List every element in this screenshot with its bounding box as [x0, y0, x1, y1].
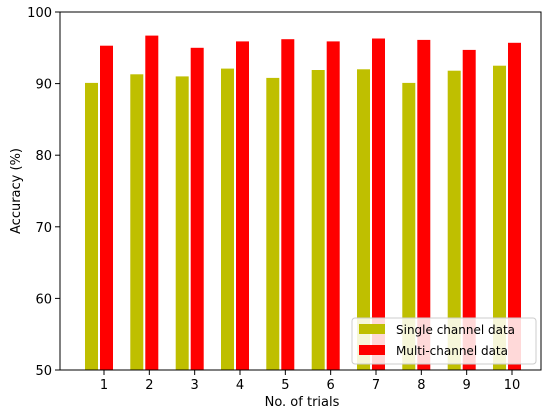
legend-box — [351, 317, 537, 365]
bar-multi-2 — [145, 35, 159, 370]
bar-single-2 — [130, 74, 144, 371]
bar-single-10 — [493, 65, 506, 370]
bar-multi-5 — [281, 39, 295, 370]
x-tick-label: 9 — [463, 378, 471, 393]
legend-label: Multi-channel data — [396, 344, 508, 358]
x-tick-label: 3 — [191, 378, 199, 393]
x-tick-label: 8 — [417, 378, 425, 393]
legend-swatch — [359, 345, 385, 355]
bar-multi-6 — [326, 41, 340, 371]
legend-label: Single channel data — [396, 323, 515, 337]
bar-single-9 — [447, 70, 461, 370]
bar-single-6 — [311, 70, 325, 370]
y-tick-label: 80 — [35, 149, 52, 164]
x-axis-label: No. of trials — [265, 395, 340, 410]
bar-single-7 — [357, 69, 370, 371]
y-axis: 50 60 70 80 90 100 — [27, 6, 60, 379]
bar-multi-1 — [100, 45, 113, 370]
y-tick-label: 70 — [35, 221, 52, 236]
legend-swatch — [359, 324, 385, 334]
bar-single-8 — [402, 82, 416, 371]
bar-multi-3 — [190, 47, 204, 371]
x-tick-label: 10 — [504, 378, 521, 393]
legend: Single channel data Multi-channel data — [351, 317, 537, 365]
bar-multi-7 — [372, 38, 385, 370]
bar-multi-9 — [462, 49, 476, 371]
x-tick-label: 4 — [236, 378, 244, 393]
x-axis: 1 2 3 4 5 6 7 8 9 10 — [100, 370, 520, 393]
bar-multi-8 — [417, 39, 431, 371]
bars-group — [85, 35, 521, 371]
bar-multi-4 — [236, 41, 249, 371]
y-tick-label: 100 — [27, 6, 52, 21]
y-tick-label: 50 — [35, 364, 52, 379]
x-tick-label: 6 — [327, 378, 335, 393]
bar-single-4 — [221, 68, 234, 370]
bar-single-5 — [266, 77, 280, 371]
x-tick-label: 5 — [281, 378, 289, 393]
y-tick-label: 60 — [35, 292, 52, 307]
y-tick-label: 90 — [35, 78, 52, 93]
bar-multi-10 — [508, 42, 521, 371]
x-tick-label: 2 — [145, 378, 153, 393]
bar-single-1 — [85, 82, 98, 371]
x-tick-label: 7 — [372, 378, 380, 393]
plot-frame — [59, 11, 542, 371]
y-axis-label: Accuracy (%) — [9, 148, 24, 234]
bar-single-3 — [175, 76, 189, 371]
x-tick-label: 1 — [100, 378, 108, 393]
